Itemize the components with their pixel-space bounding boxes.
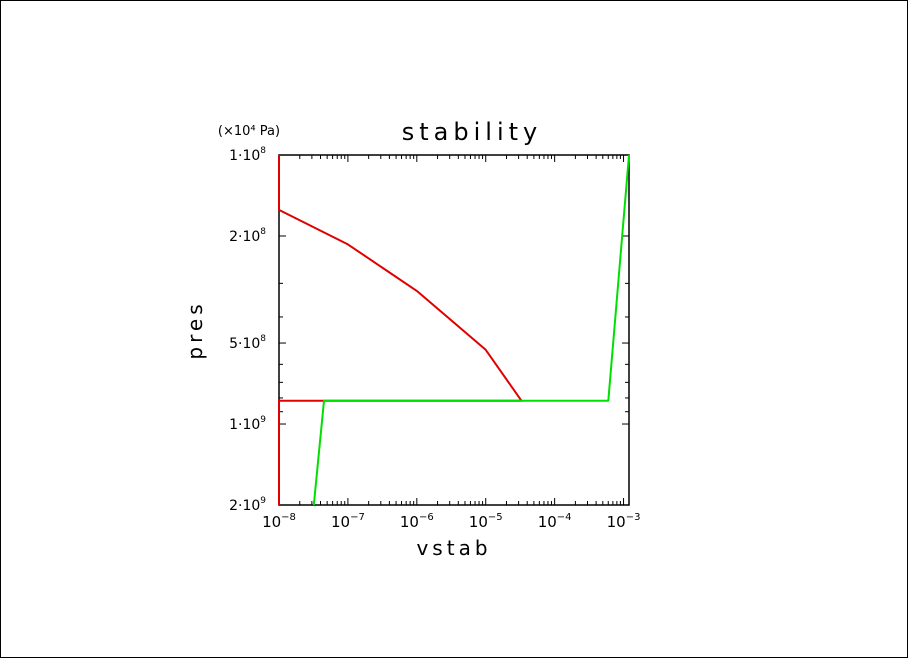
series-2-line (312, 154, 630, 506)
y-axis-label: pres (183, 300, 207, 359)
y-tick-label: 1·108 (229, 146, 266, 164)
y-tick-label: 2·108 (229, 227, 266, 245)
x-axis-label: vstab (416, 536, 491, 560)
series-1-line (278, 155, 523, 505)
y-tick-label: 2·109 (229, 496, 266, 514)
x-tick-label: 10−5 (469, 512, 503, 531)
x-tick-label: 10−4 (538, 512, 572, 531)
chart-title: stability (402, 118, 542, 146)
y-tick-label: 1·109 (229, 415, 266, 433)
x-tick-label: 10−6 (400, 512, 434, 531)
x-tick-label: 10−3 (607, 512, 641, 531)
x-tick-label: 10−7 (331, 512, 365, 531)
x-tick-label: 10−8 (262, 512, 296, 531)
plot-area-frame (278, 154, 630, 506)
y-tick-label: 5·108 (229, 334, 266, 352)
y-unit-label: (×10⁴ Pa) (218, 124, 280, 139)
